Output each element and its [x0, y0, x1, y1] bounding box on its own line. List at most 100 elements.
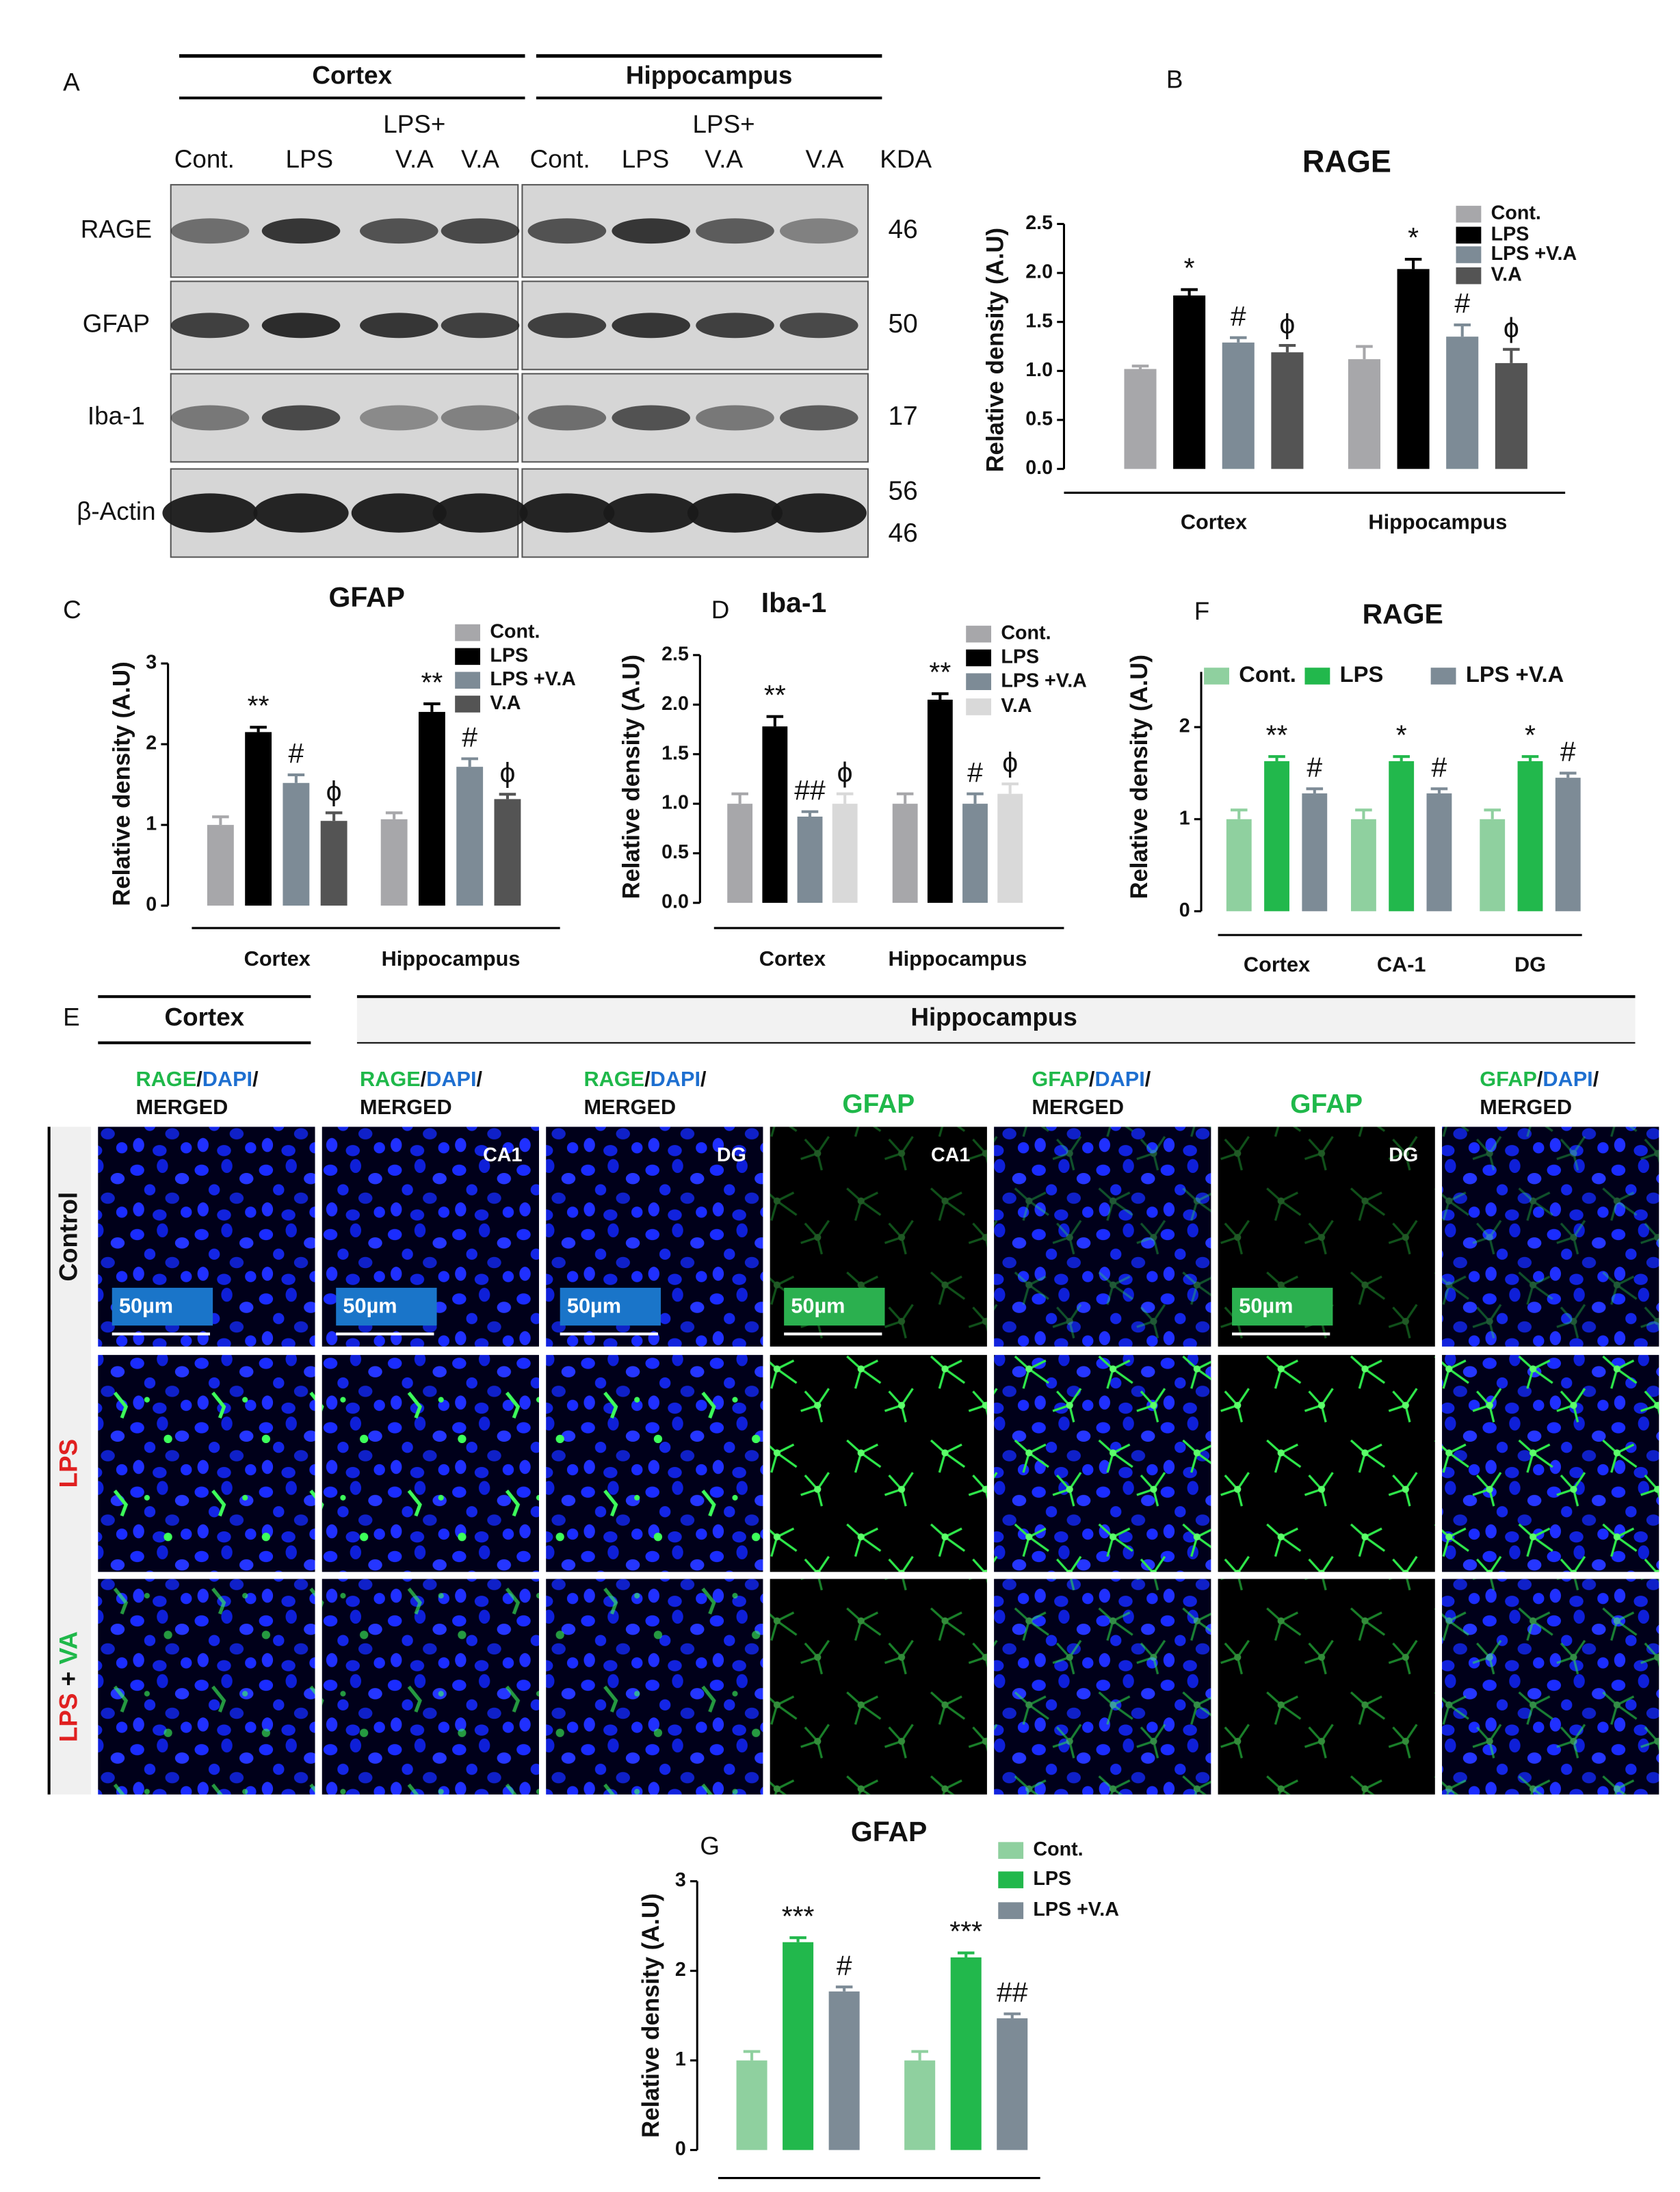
bar [832, 804, 858, 903]
error-bar [287, 773, 305, 783]
y-tick-label: 2 [675, 1959, 686, 1981]
error-bar [1521, 755, 1539, 761]
blot-band [441, 405, 520, 431]
chart-title: GFAP [851, 1816, 927, 1847]
row-label: β-Actin [77, 497, 155, 525]
row-label: LPS [54, 1439, 82, 1488]
header-part: DAPI [1543, 1067, 1592, 1091]
lane-label: V.A [461, 145, 499, 173]
micrograph-signal [994, 1355, 1211, 1572]
region-label: CA1 [483, 1144, 522, 1166]
bar [1446, 336, 1479, 469]
bar [762, 726, 788, 903]
legend-swatch [455, 696, 481, 713]
y-tick-label: 1.0 [661, 792, 689, 814]
y-tick-label: 2 [1179, 715, 1190, 737]
header-part: / [1089, 1067, 1095, 1091]
error-bar [1454, 323, 1471, 337]
error-bar [250, 726, 267, 732]
header-part: GFAP [1480, 1067, 1537, 1091]
bar [207, 825, 234, 906]
panel-label: B [1166, 65, 1183, 93]
header-part: / [196, 1067, 202, 1091]
y-tick-label: 1 [1179, 807, 1190, 829]
micrograph-signal [770, 1579, 987, 1795]
y-tick-label: 2.0 [661, 693, 689, 715]
header-part: GFAP [1290, 1090, 1363, 1119]
header-part: / [700, 1067, 707, 1091]
bar [1302, 793, 1328, 912]
error-bar [385, 811, 403, 819]
legend-swatch [1456, 226, 1482, 244]
column-header: MERGED [583, 1095, 676, 1119]
legend-label: Cont. [490, 621, 540, 643]
error-bar [789, 1936, 806, 1942]
y-tick-label: 2 [146, 732, 157, 754]
significance: ϕ [326, 776, 342, 807]
bar [797, 817, 823, 903]
blot-band [170, 405, 250, 431]
row-label: RAGE [81, 215, 152, 243]
micrograph-signal [1442, 1355, 1659, 1572]
row-label-part: + [54, 1672, 82, 1687]
significance: *** [949, 1916, 982, 1947]
bar [380, 819, 408, 906]
region-label: CA1 [931, 1144, 970, 1166]
legend-swatch [998, 1871, 1024, 1888]
bar [456, 767, 484, 906]
error-bar [1229, 336, 1247, 343]
micrograph-signal [321, 1355, 539, 1572]
significance: # [462, 722, 477, 753]
header-part: / [421, 1067, 427, 1091]
y-axis-label: Relative density (A.U) [618, 655, 644, 899]
bar [1226, 819, 1252, 912]
y-tick-label: 0 [675, 2138, 686, 2160]
panel-label: F [1194, 597, 1210, 625]
micrograph-signal [98, 1579, 315, 1795]
bar [1389, 761, 1415, 912]
legend-swatch [998, 1842, 1024, 1859]
blot-band [360, 405, 438, 431]
x-tick-label: Hippocampus [1368, 510, 1507, 534]
kda-header: KDA [880, 145, 932, 173]
micrograph-signal [321, 1579, 539, 1795]
row-label: GFAP [83, 310, 150, 338]
legend-label: Cont. [1491, 202, 1541, 224]
column-header: RAGE/DAPI/ [136, 1067, 259, 1091]
significance: # [1432, 751, 1447, 782]
bar [1222, 342, 1255, 469]
header-part: GFAP [842, 1090, 915, 1119]
lane-label: LPS+ [693, 110, 755, 138]
blot-band [432, 493, 528, 533]
significance: # [1560, 736, 1576, 767]
bar [320, 821, 347, 906]
legend-swatch [1456, 267, 1482, 285]
row-label: Iba-1 [88, 402, 145, 430]
legend-swatch [455, 672, 481, 689]
legend-swatch [1204, 668, 1229, 685]
header-part: RAGE [583, 1067, 644, 1091]
micrograph-signal [994, 1126, 1211, 1347]
significance: ** [929, 656, 951, 687]
y-axis-label: Relative density (A.U) [982, 228, 1008, 473]
bar [1271, 352, 1304, 469]
blot-band [696, 313, 774, 339]
row-label-part: LPS [54, 1439, 82, 1488]
header-part: DAPI [1094, 1067, 1144, 1091]
header-part: / [1537, 1067, 1543, 1091]
header-part: RAGE [360, 1067, 421, 1091]
group-label: Cortex [312, 61, 392, 89]
error-bar [835, 1985, 853, 1992]
column-header: GFAP [842, 1090, 915, 1119]
header-part: GFAP [1032, 1067, 1089, 1091]
significance: * [1525, 719, 1536, 750]
chart-title: RAGE [1363, 598, 1443, 629]
row-label: Control [54, 1192, 82, 1282]
chart-title: GFAP [329, 581, 405, 613]
legend-label: LPS [1001, 646, 1039, 668]
error-bar [1559, 771, 1577, 778]
error-bar [896, 792, 914, 804]
error-bar [461, 757, 478, 767]
header-part: / [1145, 1067, 1151, 1091]
error-bar [1131, 365, 1149, 369]
